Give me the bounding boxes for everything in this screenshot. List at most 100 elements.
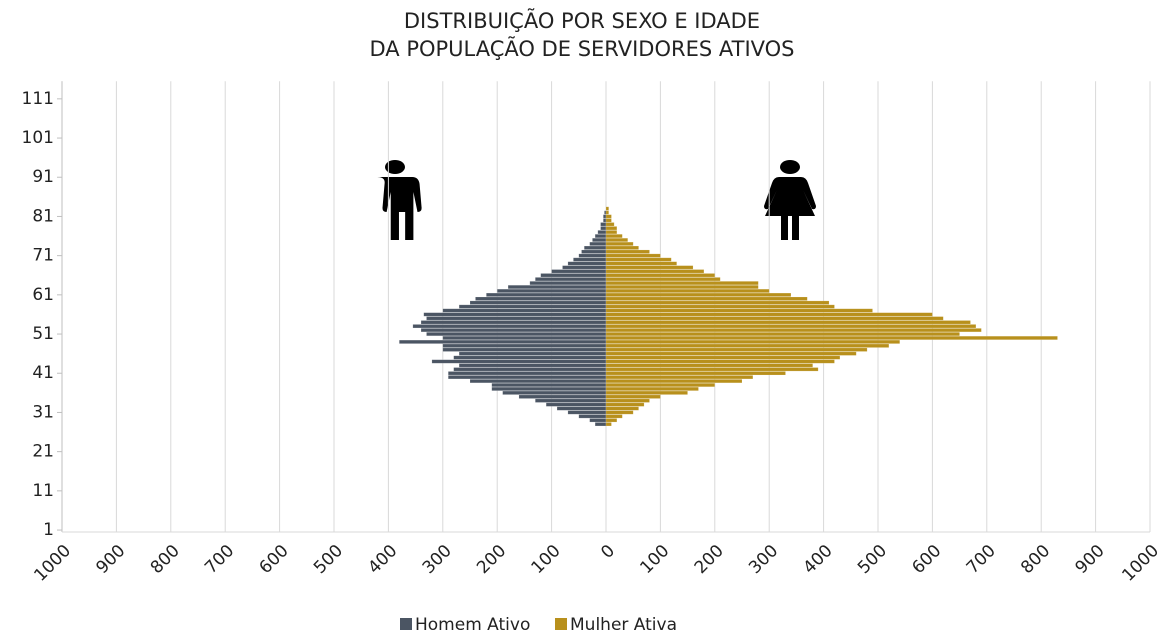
bar xyxy=(592,237,607,243)
y-tick-label: 71 xyxy=(32,246,54,266)
x-tick-label: 300 xyxy=(419,541,456,578)
bar xyxy=(605,277,721,282)
bar xyxy=(442,308,607,313)
x-tick-label: 200 xyxy=(691,541,728,578)
bar xyxy=(605,379,743,384)
bar xyxy=(600,226,607,231)
bar xyxy=(605,288,770,293)
legend-swatch xyxy=(555,618,567,630)
bar xyxy=(581,249,607,254)
bar xyxy=(475,296,607,301)
bar xyxy=(491,382,607,388)
bar xyxy=(605,375,754,380)
y-tick-label: 111 xyxy=(22,89,54,109)
bar xyxy=(605,241,634,246)
x-tick-label: 600 xyxy=(908,541,945,578)
bar xyxy=(605,414,623,419)
x-tick-label: 400 xyxy=(364,541,401,578)
x-tick-label: 1000 xyxy=(1118,541,1163,586)
bar xyxy=(453,367,607,372)
x-tick-label: 100 xyxy=(528,541,565,578)
bar xyxy=(458,351,607,356)
bar xyxy=(605,382,716,388)
bar xyxy=(578,414,607,419)
bar xyxy=(578,253,607,258)
bar xyxy=(605,257,672,262)
bar xyxy=(605,210,610,215)
bar xyxy=(605,343,890,348)
x-tick-label: 200 xyxy=(473,541,510,578)
bar xyxy=(605,218,612,223)
bar xyxy=(605,281,759,286)
bar xyxy=(605,335,1058,341)
bar xyxy=(589,418,607,423)
bar xyxy=(602,214,607,219)
bar xyxy=(423,312,607,317)
bar xyxy=(431,359,607,364)
bar xyxy=(605,284,759,290)
bar xyxy=(605,273,716,278)
x-tick-label: 500 xyxy=(310,541,347,578)
x-tick-label: 900 xyxy=(92,541,129,578)
bar xyxy=(562,265,607,270)
bar xyxy=(605,292,792,297)
bar xyxy=(605,237,629,243)
bar xyxy=(567,410,607,415)
bar xyxy=(605,351,857,356)
bar xyxy=(458,304,607,309)
bar xyxy=(605,328,982,333)
bar xyxy=(458,363,607,368)
bar xyxy=(545,402,607,407)
bar xyxy=(605,233,623,239)
bar xyxy=(605,261,678,266)
bar xyxy=(605,253,661,258)
bar xyxy=(605,394,661,399)
chart-title: DISTRIBUIÇÃO POR SEXO E IDADE xyxy=(404,7,760,33)
bar xyxy=(605,406,639,411)
bar xyxy=(573,257,607,262)
bar xyxy=(605,390,688,395)
bar xyxy=(605,371,786,376)
bar xyxy=(426,331,607,337)
y-tick-label: 41 xyxy=(32,363,54,383)
bar xyxy=(496,288,607,293)
bar xyxy=(442,347,607,352)
bar xyxy=(540,273,607,278)
bar xyxy=(605,316,944,321)
bar xyxy=(605,249,650,254)
bar xyxy=(605,339,901,344)
bar xyxy=(602,218,607,223)
bar xyxy=(605,418,618,423)
bar xyxy=(529,281,607,286)
chart-title: DA POPULAÇÃO DE SERVIDORES ATIVOS xyxy=(369,35,794,61)
bar xyxy=(594,233,607,239)
bar xyxy=(605,206,610,211)
x-tick-label: 800 xyxy=(1017,541,1054,578)
y-tick-label: 81 xyxy=(32,206,54,226)
y-tick-label: 101 xyxy=(22,128,54,148)
bar xyxy=(605,226,618,231)
x-tick-label: 600 xyxy=(256,541,293,578)
x-tick-label: 800 xyxy=(147,541,184,578)
bar xyxy=(605,331,960,337)
bar xyxy=(605,386,699,391)
bar xyxy=(605,347,868,352)
bar xyxy=(605,359,835,364)
bar xyxy=(534,398,607,403)
y-tick-label: 1 xyxy=(43,520,54,540)
bar xyxy=(447,375,607,380)
bar xyxy=(534,277,607,282)
y-tick-label: 51 xyxy=(32,324,54,344)
legend-swatch xyxy=(400,618,412,630)
x-tick-label: 100 xyxy=(636,541,673,578)
x-tick-label: 1000 xyxy=(30,541,75,586)
x-tick-label: 900 xyxy=(1072,541,1109,578)
bar xyxy=(583,245,607,250)
bar xyxy=(420,328,607,333)
bar xyxy=(420,320,607,325)
bar xyxy=(605,300,830,305)
bar xyxy=(605,222,615,227)
x-tick-label: 0 xyxy=(597,541,619,563)
y-tick-label: 21 xyxy=(32,442,54,462)
